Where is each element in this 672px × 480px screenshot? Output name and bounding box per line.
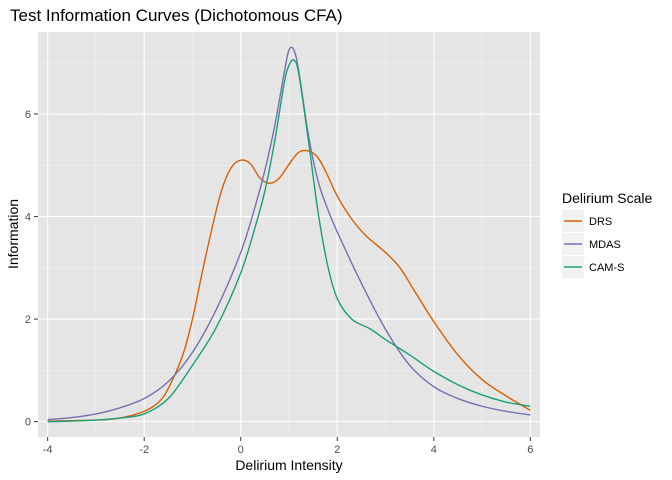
x-tick-label: 2 — [334, 444, 340, 456]
y-axis-title: Information — [5, 199, 21, 269]
legend-label-cam-s: CAM-S — [589, 262, 624, 274]
series-line-drs — [47, 149, 531, 422]
chart-title: Test Information Curves (Dichotomous CFA… — [10, 6, 343, 25]
legend: Delirium Scale DRS MDAS CAM-S — [562, 190, 652, 278]
series-line-cam-s — [47, 59, 531, 423]
x-tick-label: -4 — [43, 444, 53, 456]
y-tick-label: 2 — [25, 314, 31, 326]
x-tick-label: 0 — [238, 444, 244, 456]
x-tick-label: 6 — [527, 444, 533, 456]
legend-label-drs: DRS — [589, 216, 612, 228]
series-line-mdas — [47, 46, 531, 421]
major-gridlines — [38, 32, 540, 437]
legend-label-mdas: MDAS — [589, 239, 621, 251]
legend-title: Delirium Scale — [562, 190, 652, 206]
x-axis-title: Delirium Intensity — [235, 457, 342, 473]
y-axis-ticks: 0 2 4 6 — [25, 109, 38, 429]
x-axis-ticks: -4 -2 0 2 4 6 — [43, 437, 533, 456]
minor-gridlines — [38, 32, 540, 437]
y-tick-label: 6 — [25, 109, 31, 121]
x-tick-label: -2 — [139, 444, 149, 456]
series-lines — [47, 46, 531, 423]
x-tick-label: 4 — [431, 444, 437, 456]
y-tick-label: 0 — [25, 417, 31, 429]
y-tick-label: 4 — [25, 212, 31, 224]
